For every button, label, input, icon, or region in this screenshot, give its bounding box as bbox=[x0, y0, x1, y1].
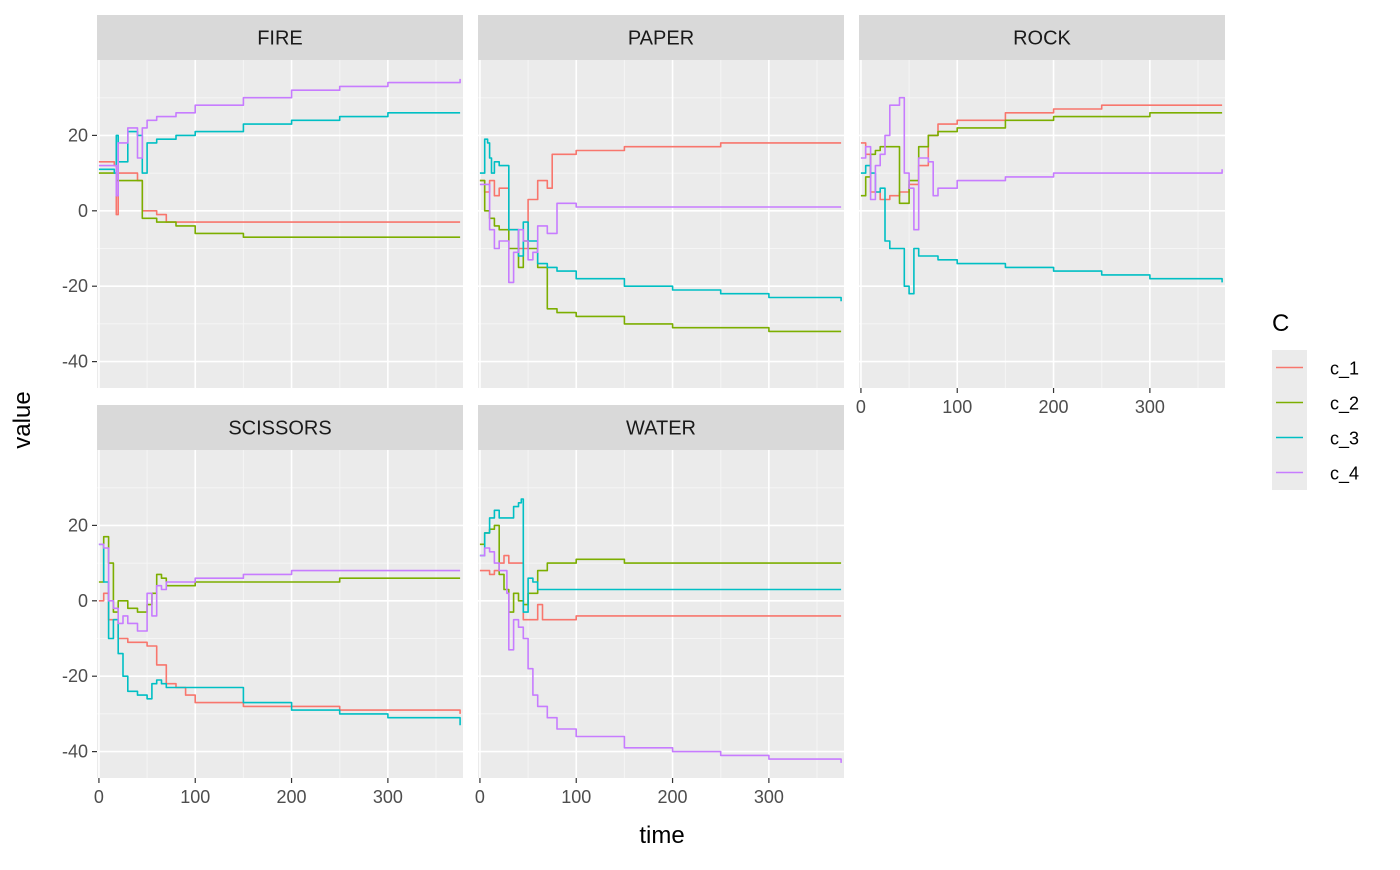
legend-item-c_2: c_2 bbox=[1272, 385, 1359, 420]
x-tick-label: 200 bbox=[1039, 397, 1069, 417]
panel-background bbox=[478, 60, 844, 388]
legend-label: c_4 bbox=[1330, 464, 1359, 485]
x-tick-label: 0 bbox=[94, 787, 104, 807]
series-line-c_3 bbox=[479, 498, 842, 613]
series-line-c_4 bbox=[479, 183, 842, 284]
x-axis-title: time bbox=[639, 822, 684, 849]
x-tick-label: 100 bbox=[180, 787, 210, 807]
panel-background bbox=[97, 60, 463, 388]
panel-background bbox=[859, 60, 1225, 388]
series-line-c_1 bbox=[479, 554, 842, 621]
legend: C c_1 c_2 c_3 c_4 bbox=[1272, 310, 1359, 490]
x-tick-label: 200 bbox=[277, 787, 307, 807]
facet-strip-label: ROCK bbox=[1013, 28, 1071, 50]
facet-strip-label: FIRE bbox=[257, 28, 303, 50]
y-axis-title: value bbox=[9, 391, 36, 448]
series-line-c_1 bbox=[479, 142, 842, 250]
series-line-c_4 bbox=[479, 547, 842, 763]
legend-item-c_3: c_3 bbox=[1272, 420, 1359, 455]
series-line-c_4 bbox=[860, 96, 1223, 231]
facet-strip-label: SCISSORS bbox=[228, 418, 331, 440]
panel-rock: ROCK 0 100 200 300 bbox=[856, 15, 1225, 417]
y-tick-label: 0 bbox=[78, 591, 88, 611]
panel-background bbox=[97, 450, 463, 778]
facet-strip-label: PAPER bbox=[628, 28, 694, 50]
y-tick-label: 0 bbox=[78, 201, 88, 221]
y-tick-label: 20 bbox=[68, 515, 88, 535]
series-line-c_3 bbox=[479, 138, 842, 302]
facet-strip bbox=[97, 405, 463, 450]
x-tick-label: 100 bbox=[942, 397, 972, 417]
panel-water: WATER 0 100 200 300 bbox=[475, 405, 844, 807]
x-tick-label: 300 bbox=[1135, 397, 1165, 417]
legend-item-c_1: c_1 bbox=[1272, 350, 1359, 385]
facet-strip bbox=[478, 405, 844, 450]
legend-title: C bbox=[1272, 310, 1289, 337]
x-tick-label: 0 bbox=[475, 787, 485, 807]
facet-strip bbox=[859, 15, 1225, 60]
series-line-c_4 bbox=[98, 543, 461, 632]
y-tick-label: -20 bbox=[62, 666, 88, 686]
x-tick-label: 300 bbox=[754, 787, 784, 807]
series-line-c_4 bbox=[98, 78, 461, 197]
legend-label: c_1 bbox=[1330, 359, 1359, 380]
y-tick-label: 20 bbox=[68, 125, 88, 145]
x-tick-label: 200 bbox=[658, 787, 688, 807]
facet-strip bbox=[97, 15, 463, 60]
legend-item-c_4: c_4 bbox=[1272, 455, 1359, 490]
legend-label: c_2 bbox=[1330, 394, 1359, 415]
x-tick-label: 300 bbox=[373, 787, 403, 807]
panel-fire: FIRE -40 -20 0 20 bbox=[62, 15, 463, 388]
series-line-c_3 bbox=[98, 543, 461, 726]
x-tick-label: 100 bbox=[561, 787, 591, 807]
facet-strip bbox=[478, 15, 844, 60]
legend-label: c_3 bbox=[1330, 429, 1359, 450]
panel-paper: PAPER bbox=[478, 15, 844, 388]
facet-strip-label: WATER bbox=[626, 418, 696, 440]
y-tick-label: -20 bbox=[62, 276, 88, 296]
series-line-c_3 bbox=[98, 112, 461, 174]
legend-items: c_1 c_2 c_3 c_4 bbox=[1272, 350, 1359, 490]
x-tick-label: 0 bbox=[856, 397, 866, 417]
y-tick-label: -40 bbox=[62, 742, 88, 762]
panel-background bbox=[478, 450, 844, 778]
y-tick-label: -40 bbox=[62, 352, 88, 372]
